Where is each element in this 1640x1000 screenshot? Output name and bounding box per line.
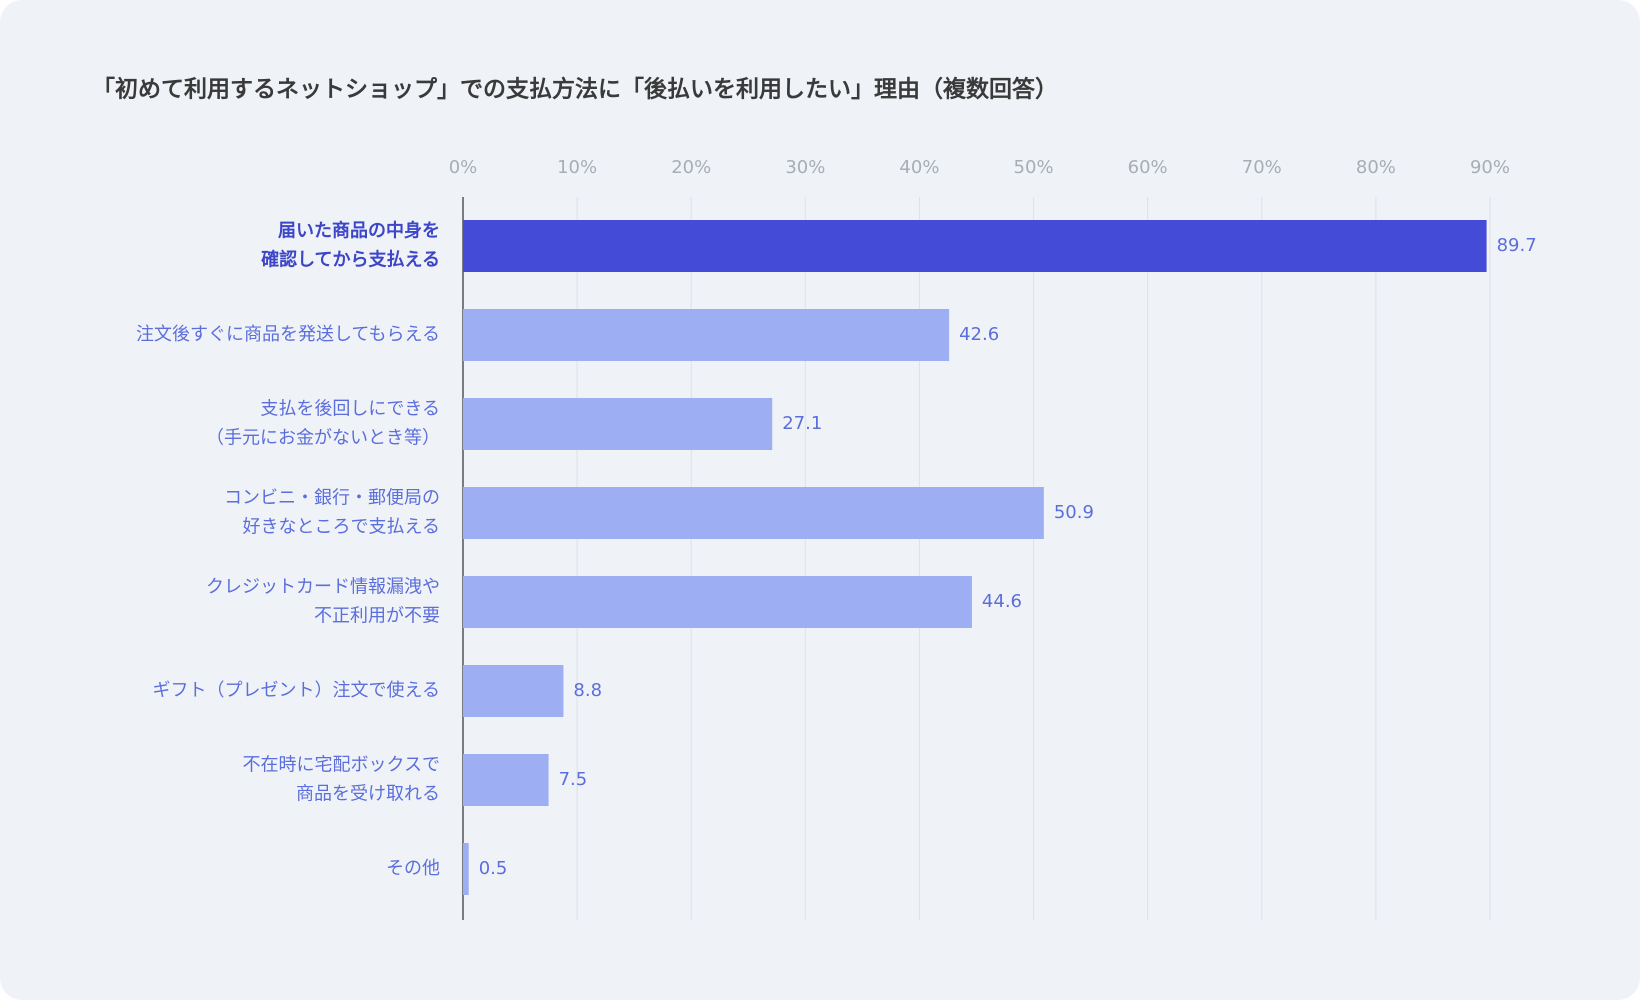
value-label: 8.8 bbox=[573, 680, 602, 701]
x-tick-label: 40% bbox=[899, 157, 939, 178]
chart-title: 「初めて利用するネットショップ」での支払方法に「後払いを利用したい」理由（複数回… bbox=[92, 76, 1058, 103]
value-label: 44.6 bbox=[982, 591, 1022, 612]
category-label: 注文後すぐに商品を発送してもらえる bbox=[136, 324, 440, 345]
x-tick-label: 60% bbox=[1128, 157, 1168, 178]
bar bbox=[463, 487, 1044, 539]
category-label: ギフト（プレゼント）注文で使える bbox=[153, 680, 440, 701]
category-label: 不正利用が不要 bbox=[314, 606, 440, 627]
category-label: 商品を受け取れる bbox=[296, 784, 440, 805]
category-label: その他 bbox=[386, 858, 440, 879]
category-label: クレジットカード情報漏洩や bbox=[206, 577, 440, 598]
bar bbox=[463, 576, 972, 628]
bar bbox=[463, 398, 773, 450]
value-label: 89.7 bbox=[1497, 235, 1537, 256]
x-tick-label: 50% bbox=[1014, 157, 1054, 178]
x-tick-label: 70% bbox=[1242, 157, 1282, 178]
x-tick-label: 0% bbox=[449, 157, 478, 178]
value-label: 0.5 bbox=[479, 858, 508, 879]
x-tick-label: 30% bbox=[785, 157, 825, 178]
category-label: 好きなところで支払える bbox=[243, 517, 440, 538]
value-label: 50.9 bbox=[1054, 502, 1094, 523]
x-tick-label: 10% bbox=[557, 157, 597, 178]
bar bbox=[463, 754, 549, 806]
value-label: 42.6 bbox=[959, 324, 999, 345]
category-label: 確認してから支払える bbox=[261, 249, 440, 271]
x-tick-label: 90% bbox=[1470, 157, 1510, 178]
category-label: 支払を後回しにできる bbox=[260, 399, 440, 420]
bar bbox=[463, 843, 469, 895]
category-label: 届いた商品の中身を bbox=[278, 220, 440, 242]
category-label: （手元にお金がないとき等） bbox=[206, 428, 440, 449]
category-label: 不在時に宅配ボックスで bbox=[243, 755, 440, 776]
bar bbox=[463, 220, 1487, 272]
bar bbox=[463, 665, 564, 717]
bar bbox=[463, 309, 950, 361]
category-label: コンビニ・銀行・郵便局の bbox=[224, 488, 440, 509]
value-label: 27.1 bbox=[782, 413, 822, 434]
value-label: 7.5 bbox=[559, 769, 588, 790]
x-tick-label: 80% bbox=[1356, 157, 1396, 178]
x-tick-label: 20% bbox=[671, 157, 711, 178]
